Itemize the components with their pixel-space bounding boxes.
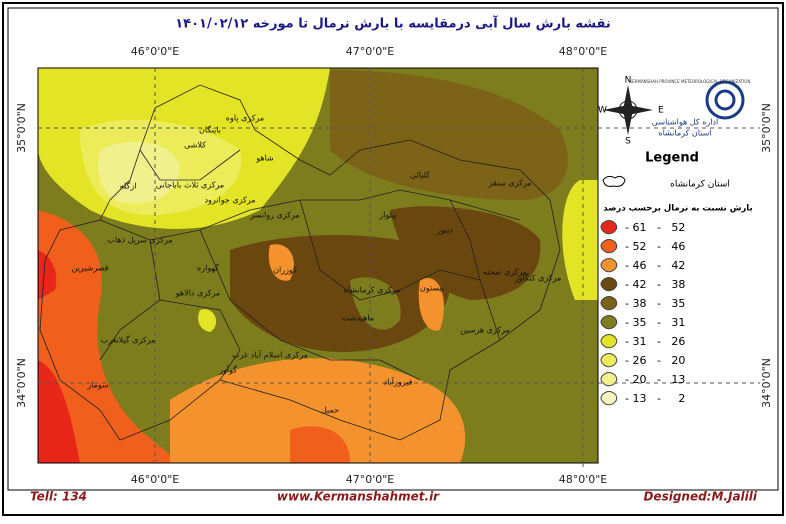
compass: N S E W: [598, 76, 664, 147]
legend-class-label: - 31 - 26: [625, 335, 685, 348]
county-label: بیلوار: [378, 211, 397, 220]
legend-class-label: - 13 - 2: [625, 392, 685, 405]
legend-swatch: [600, 258, 618, 273]
legend-class-label: - 46 - 42: [625, 259, 685, 272]
footer-tell: Tell: 134: [30, 490, 87, 504]
province-symbol: [602, 175, 626, 187]
legend-swatch: [600, 239, 618, 254]
latitude-label: 35°0'0"N: [760, 103, 773, 153]
longitude-label: 47°0'0"E: [346, 473, 395, 486]
legend-swatch: [600, 277, 618, 292]
county-label: مرکزی کنگاور: [514, 273, 562, 283]
longitude-label: 46°0'0"E: [131, 45, 180, 58]
legend-swatch: [600, 334, 618, 349]
legend-class-label: - 38 - 35: [625, 297, 685, 310]
county-label: گهواره: [197, 263, 219, 273]
county-label: دینور: [436, 226, 454, 235]
logo-fa: استان کرمانشاه: [658, 129, 711, 138]
legend-province: استان کرمانشاه: [670, 180, 730, 190]
county-label: مرکزی روانسر: [249, 211, 299, 220]
longitude-label: 48°0'0"E: [559, 473, 608, 486]
legend-class-label: - 20 - 13: [625, 373, 685, 386]
legend-swatch: [600, 296, 618, 311]
compass-n: N: [625, 76, 632, 86]
inner-frame: [7, 7, 779, 491]
county-label: باینگان: [199, 125, 221, 135]
latitude-label: 34°0'0"N: [15, 358, 28, 408]
county-label: مرکزی اسلام آباد غرب: [232, 350, 308, 360]
county-label: مرکزی هرسین: [460, 326, 510, 335]
footer-designer: Designed:M.Jalili: [643, 490, 757, 504]
county-label: مرکزی کرمانشاه: [344, 286, 401, 295]
county-label: کلیائی: [410, 171, 430, 180]
legend-swatch: [600, 391, 618, 406]
county-label: ازگله: [120, 181, 137, 191]
county-label: مرکزی ثلاث باباجانی: [156, 181, 224, 190]
axis-labels: 46°0'0"E 46°0'0"E 47°0'0"E 47°0'0"E 48°0'0"E…: [15, 45, 773, 486]
footer-website: www.Kermanshahmet.ir: [277, 490, 440, 504]
compass-s: S: [625, 137, 631, 147]
legend-swatch: [600, 220, 618, 235]
county-label: حمیل: [321, 406, 339, 415]
longitude-label: 47°0'0"E: [346, 45, 395, 58]
county-label: سومار: [86, 381, 109, 390]
latitude-label: 34°0'0"N: [760, 358, 773, 408]
county-labels: مرکزی پاوه باینگان کلاشی شاهو ازگله مرکزی ثلا…: [71, 114, 561, 415]
legend-subtitle: بارش نسبت به نرمال برحسب درصد: [603, 204, 752, 214]
title: نقشه بارش سال آبی درمقایسه با بارش نرمال…: [175, 15, 610, 32]
latitude-label: 35°0'0"N: [15, 103, 28, 153]
county-label: گوآور: [218, 365, 237, 375]
logo: KERMANSHAH PROVINCE METEOROLOGICAL ORGAN…: [630, 79, 751, 138]
county-label: ماهیدشت: [342, 314, 374, 323]
county-label: قصرشیرین: [71, 264, 108, 273]
legend-class-label: - 42 - 38: [625, 278, 685, 291]
longitude-label: 48°0'0"E: [559, 45, 608, 58]
county-label: شاهو: [255, 154, 274, 163]
legend-swatch: [600, 353, 618, 368]
map-frame: [37, 67, 599, 464]
county-label: مرکزی صحنه: [483, 268, 527, 277]
precip-surface: [38, 68, 598, 463]
legend-class-label: - 61 - 52: [625, 221, 685, 234]
logo-fa: اداره کل هواشناسی: [652, 118, 719, 127]
legend: - 61 - 52 - 52 - 46 - 46 - 42 - 42 - 38 - 38…: [600, 220, 685, 406]
longitude-label: 46°0'0"E: [131, 473, 180, 486]
county-label: فیروزآباد: [384, 377, 413, 387]
legend-class-label: - 52 - 46: [625, 240, 685, 253]
legend-class-label: - 26 - 20: [625, 354, 685, 367]
legend-class-label: - 35 - 31: [625, 316, 685, 329]
legend-swatch: [600, 315, 618, 330]
legend-swatch: [600, 372, 618, 387]
graticule: [38, 68, 760, 470]
county-label: مرکزی دالاهو: [175, 289, 220, 298]
county-label: مرکزی جوانرود: [204, 196, 255, 205]
county-label: بیستون: [420, 284, 444, 293]
county-label: کوزران: [273, 266, 297, 275]
compass-e: E: [658, 106, 664, 116]
compass-w: W: [598, 106, 607, 116]
legend-title: Legend: [645, 151, 699, 166]
county-label: مرکزی سنقر: [487, 179, 531, 188]
county-label: مرکزی پاوه: [226, 114, 264, 123]
county-label: مرکزی گیلانغرب: [101, 335, 156, 345]
county-label: مرکزی سرپل ذهاب: [107, 236, 172, 245]
county-label: کلاشی: [184, 141, 206, 150]
county-borders: [39, 84, 561, 441]
logo-en: KERMANSHAH PROVINCE METEOROLOGICAL ORGAN…: [630, 79, 751, 84]
